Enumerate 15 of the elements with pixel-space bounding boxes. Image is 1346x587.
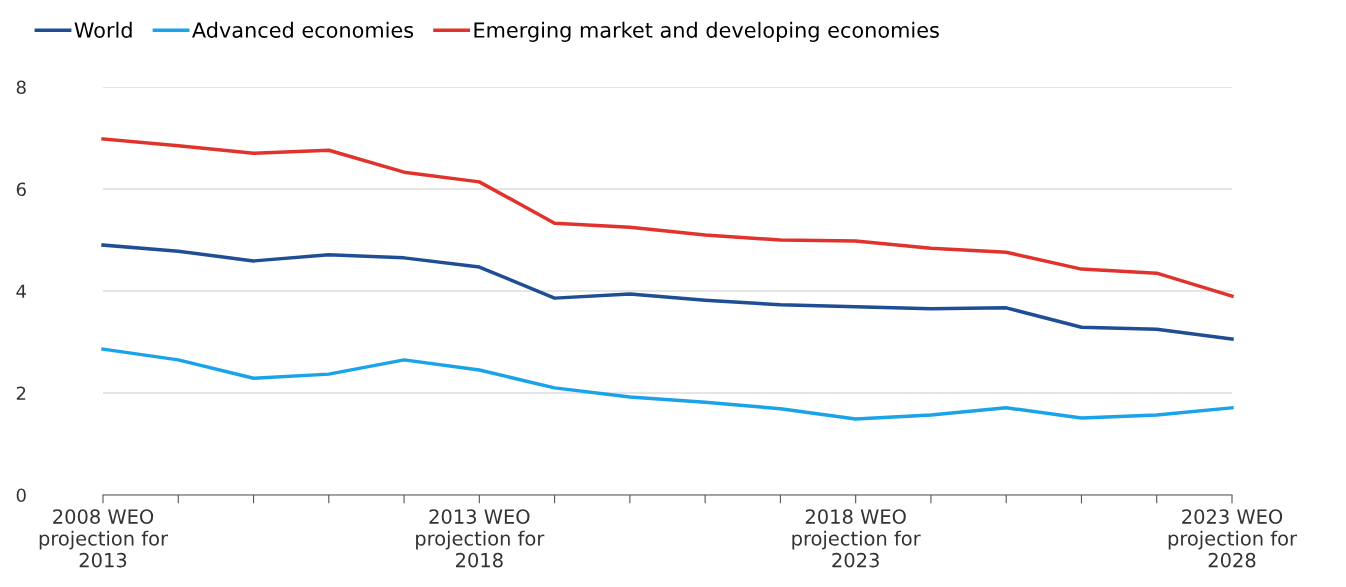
x-tick-label: 2023 WEO projection for 2028 (1168, 509, 1298, 568)
y-tick-label: 6 (16, 182, 26, 197)
x-tick-label: 2013 WEO projection for 2018 (416, 509, 545, 568)
x-tick-label: 2008 WEO projection for 2013 (39, 509, 169, 568)
y-tick-label: 0 (16, 488, 26, 503)
y-tick-label: 8 (16, 80, 26, 95)
legend-label: World (74, 21, 132, 38)
line-series (101, 347, 1234, 421)
x-tick-label: 2018 WEO projection for 2023 (792, 509, 921, 568)
legend-label: Emerging market and developing economies (474, 21, 939, 42)
legend-label: Advanced economies (192, 21, 414, 38)
line-series (101, 137, 1234, 298)
y-tick-label: 4 (16, 284, 26, 298)
y-tick-label: 2 (16, 386, 26, 400)
line-series (101, 243, 1234, 341)
